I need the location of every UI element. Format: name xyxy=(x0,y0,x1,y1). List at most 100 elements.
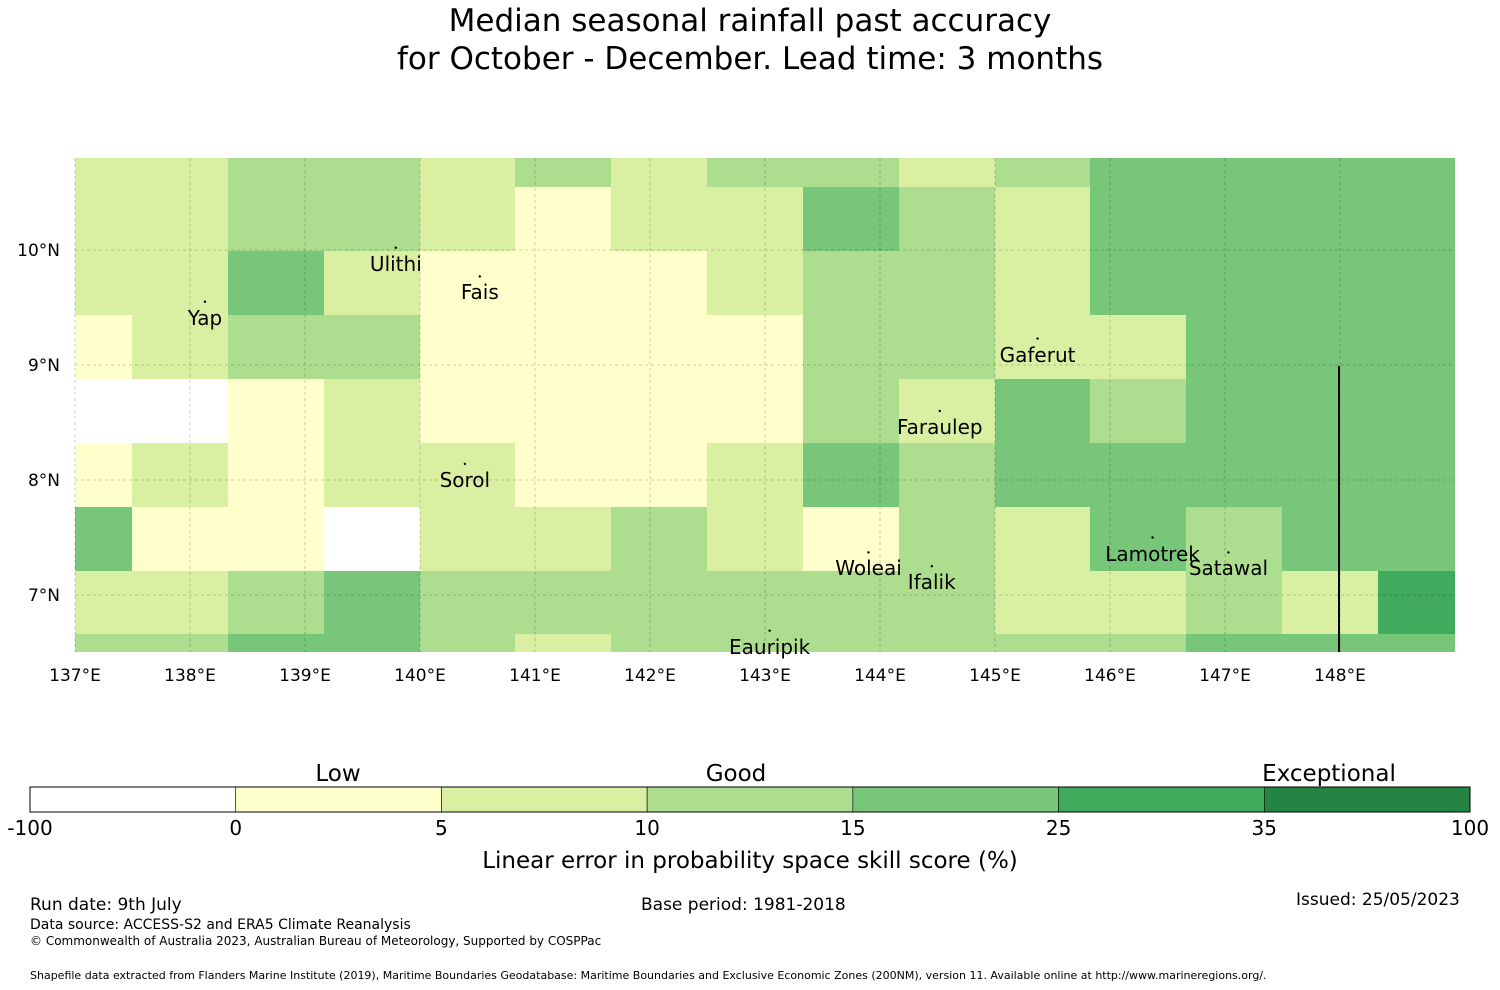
skill-cell xyxy=(324,634,420,652)
skill-cell xyxy=(707,443,803,507)
skill-cell xyxy=(1186,634,1282,652)
skill-cell xyxy=(707,634,803,652)
skill-cell xyxy=(1378,443,1455,507)
longitude-tick-label: 140°E xyxy=(394,666,446,686)
longitude-tick-label: 142°E xyxy=(624,666,676,686)
skill-cell xyxy=(899,634,995,652)
skill-cell xyxy=(803,443,899,507)
skill-cell xyxy=(132,158,228,187)
skill-category-label: Low xyxy=(315,761,360,787)
skill-grid xyxy=(75,158,1455,652)
skill-cell xyxy=(420,158,515,187)
skill-cell xyxy=(324,187,420,251)
latitude-labels: 10°N 9°N 8°N 7°N xyxy=(17,241,60,606)
skill-cell xyxy=(803,251,899,315)
skill-cell xyxy=(1282,507,1378,571)
skill-cell xyxy=(1378,634,1455,652)
longitude-tick-label: 139°E xyxy=(279,666,331,686)
skill-cell xyxy=(1090,158,1186,187)
skill-cell xyxy=(1186,187,1282,251)
skill-cell xyxy=(75,634,132,652)
skill-cell xyxy=(995,379,1090,443)
skill-cell xyxy=(324,379,420,443)
island-markers xyxy=(203,246,1230,632)
skill-cell xyxy=(1282,379,1378,443)
place-label: Gaferut xyxy=(999,342,1076,367)
skill-cell xyxy=(899,187,995,251)
colorbar-segment xyxy=(1263,786,1471,813)
colorbar-segment xyxy=(852,786,1059,813)
skill-cell xyxy=(1186,443,1282,507)
skill-cell xyxy=(1282,315,1378,379)
skill-cell xyxy=(1186,507,1282,571)
colorbar-tick-label: 15 xyxy=(840,816,865,840)
colorbar-tick-label: -100 xyxy=(7,816,52,840)
longitude-tick-label: 147°E xyxy=(1199,666,1251,686)
longitude-tick-label: 146°E xyxy=(1084,666,1136,686)
longitude-tick-label: 138°E xyxy=(164,666,216,686)
skill-cell xyxy=(803,315,899,379)
skill-cell xyxy=(228,634,324,652)
colorbar-segment xyxy=(646,786,854,813)
colorbar-segment xyxy=(1058,786,1265,813)
run-date: Run date: 9th July xyxy=(30,895,182,915)
skill-cell xyxy=(324,315,420,379)
skill-cell xyxy=(611,571,707,634)
skill-cell xyxy=(1282,187,1378,251)
skill-cell xyxy=(611,379,707,443)
skill-cell xyxy=(420,571,515,634)
skill-cell xyxy=(132,315,228,379)
island-marker xyxy=(1151,536,1154,539)
island-marker xyxy=(1227,551,1230,554)
skill-cell xyxy=(515,158,611,187)
longitude-labels: 137°E 138°E 139°E 140°E 141°E 142°E 143°E 144°E… xyxy=(49,666,1366,686)
colorbar-tick-label: 5 xyxy=(435,816,448,840)
skill-cell xyxy=(132,634,228,652)
colorbar-tick-label: 35 xyxy=(1252,816,1277,840)
skill-cell xyxy=(995,187,1090,251)
skill-cell xyxy=(1282,443,1378,507)
skill-cell xyxy=(420,634,515,652)
skill-cell xyxy=(75,379,132,443)
skill-cell xyxy=(899,443,995,507)
skill-cell xyxy=(1090,187,1186,251)
skill-cell xyxy=(132,251,228,315)
skill-cell xyxy=(75,187,132,251)
skill-cell xyxy=(132,187,228,251)
skill-cell xyxy=(1090,315,1186,379)
longitude-tick-label: 144°E xyxy=(854,666,906,686)
skill-cell xyxy=(1282,251,1378,315)
graticule xyxy=(74,158,1455,652)
skill-cell xyxy=(228,507,324,571)
skill-cell xyxy=(324,158,420,187)
colorbar-tick-label: 10 xyxy=(634,816,659,840)
skill-cell xyxy=(324,251,420,315)
place-label: Sorol xyxy=(439,467,491,492)
skill-cell xyxy=(228,158,324,187)
longitude-tick-label: 145°E xyxy=(969,666,1021,686)
colorbar-frame xyxy=(29,786,1471,813)
skill-cell xyxy=(899,507,995,571)
skill-cell xyxy=(75,315,132,379)
latitude-tick-label: 7°N xyxy=(28,586,60,606)
skill-cell xyxy=(611,315,707,379)
skill-cell xyxy=(228,315,324,379)
colorbar-segment xyxy=(29,786,237,813)
island-marker xyxy=(394,246,398,249)
island-marker xyxy=(768,629,771,632)
colorbar-segment xyxy=(441,786,648,813)
colorbar-tick-label: 100 xyxy=(1451,816,1489,840)
skill-cell xyxy=(707,187,803,251)
copyright-notice: © Commonwealth of Australia 2023, Austra… xyxy=(30,934,602,948)
skill-cell xyxy=(515,315,611,379)
longitude-tick-label: 137°E xyxy=(49,666,101,686)
skill-cell xyxy=(611,634,707,652)
skill-cell xyxy=(420,443,515,507)
skill-cell xyxy=(228,379,324,443)
skill-cell xyxy=(803,158,899,187)
skill-cell xyxy=(420,507,515,571)
place-label: Ulithi xyxy=(369,251,422,276)
island-marker xyxy=(478,275,481,278)
skill-cell xyxy=(803,187,899,251)
skill-cell xyxy=(1378,187,1455,251)
